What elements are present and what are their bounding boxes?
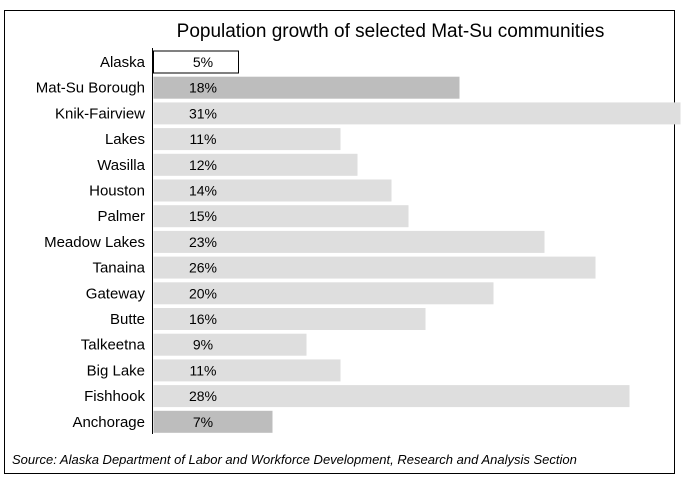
- value-label-meadow-lakes: 23%: [189, 234, 217, 250]
- category-label-gateway: Gateway: [86, 285, 146, 302]
- bar-wasilla: [153, 153, 358, 176]
- source-note: Source: Alaska Department of Labor and W…: [12, 452, 577, 467]
- bar-palmer: [153, 205, 409, 228]
- bar-talkeetna: [153, 333, 307, 356]
- category-label-palmer: Palmer: [97, 208, 145, 225]
- value-label-mat-su-borough: 18%: [189, 80, 217, 96]
- bar-lakes: [153, 128, 341, 151]
- bar-tanaina: [153, 256, 596, 279]
- category-label-meadow-lakes: Meadow Lakes: [44, 234, 145, 251]
- bar-houston: [153, 179, 392, 202]
- category-label-talkeetna: Talkeetna: [81, 337, 146, 354]
- category-label-knik-fairview: Knik-Fairview: [55, 105, 145, 122]
- value-label-alaska: 5%: [193, 54, 213, 70]
- category-label-houston: Houston: [89, 183, 145, 200]
- category-label-lakes: Lakes: [105, 131, 145, 148]
- bar-gateway: [153, 282, 494, 305]
- value-label-knik-fairview: 31%: [189, 105, 217, 121]
- category-label-butte: Butte: [110, 311, 145, 328]
- bar-butte: [153, 308, 426, 330]
- value-label-big-lake: 11%: [190, 362, 217, 378]
- chart-title: Population growth of selected Mat-Su com…: [176, 21, 605, 42]
- value-label-tanaina: 26%: [189, 260, 217, 276]
- value-label-butte: 16%: [189, 311, 217, 327]
- value-label-lakes: 11%: [190, 131, 217, 147]
- category-label-big-lake: Big Lake: [87, 362, 145, 379]
- bar-big-lake: [153, 359, 341, 382]
- bar-meadow-lakes: [153, 230, 545, 253]
- bars-group: Alaska 5% Mat-Su Borough 18% Knik-Fairview 31…: [36, 50, 681, 433]
- category-label-alaska: Alaska: [100, 54, 146, 71]
- value-label-talkeetna: 9%: [193, 337, 213, 353]
- bar-anchorage: [153, 410, 273, 433]
- category-label-mat-su-borough: Mat-Su Borough: [36, 80, 145, 97]
- value-label-houston: 14%: [189, 183, 217, 199]
- bar-fishhook: [153, 385, 630, 408]
- category-label-tanaina: Tanaina: [92, 260, 145, 277]
- value-label-wasilla: 12%: [189, 157, 217, 173]
- value-label-fishhook: 28%: [189, 388, 217, 404]
- bar-alaska: [153, 50, 239, 74]
- category-label-wasilla: Wasilla: [97, 157, 145, 174]
- bar-knik-fairview: [153, 102, 681, 125]
- category-label-anchorage: Anchorage: [72, 414, 145, 431]
- value-label-gateway: 20%: [189, 285, 217, 301]
- value-label-anchorage: 7%: [193, 414, 213, 430]
- bar-mat-su-borough: [153, 76, 460, 99]
- value-label-palmer: 15%: [189, 208, 217, 224]
- category-label-fishhook: Fishhook: [84, 388, 145, 405]
